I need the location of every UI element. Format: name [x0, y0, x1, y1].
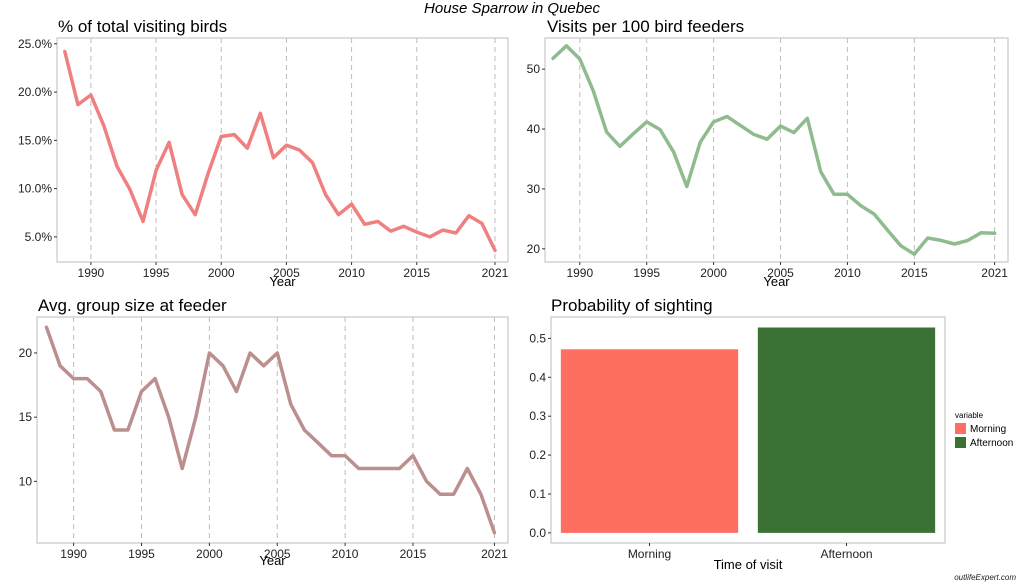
y-tick-label: 20 — [527, 242, 541, 256]
panel-border — [550, 316, 946, 544]
x-tick-label: 2000 — [208, 266, 235, 280]
x-tick-label: Morning — [628, 547, 671, 561]
panel-border — [36, 316, 509, 544]
y-tick-label: 20.0% — [18, 85, 52, 99]
legend-swatch-morning — [955, 423, 966, 434]
y-tick-label: 0.2 — [529, 448, 546, 462]
x-tick-label: 2005 — [767, 266, 794, 280]
y-tick-label: 50 — [527, 62, 541, 76]
panel-title-pct-visiting: % of total visiting birds — [58, 17, 228, 36]
y-tick-label: 30 — [527, 182, 541, 196]
y-tick-label: 0.5 — [529, 331, 546, 345]
x-axis-label: Year — [259, 553, 286, 568]
bar-afternoon — [757, 327, 936, 533]
legend-title: variable — [955, 411, 984, 420]
panel-title-visits-per-100: Visits per 100 bird feeders — [547, 17, 745, 36]
y-tick-label: 10.0% — [18, 182, 52, 196]
x-tick-label: 2021 — [482, 266, 509, 280]
y-tick-label: 40 — [527, 122, 541, 136]
x-tick-label: 2005 — [264, 547, 291, 561]
x-tick-label: 2005 — [273, 266, 300, 280]
panel-border — [56, 37, 509, 263]
x-tick-label: 2015 — [400, 547, 427, 561]
x-tick-label: 2021 — [481, 547, 508, 561]
figure-title: House Sparrow in Quebec — [424, 0, 600, 17]
legend-label-afternoon: Afternoon — [970, 438, 1013, 449]
x-tick-label: Afternoon — [820, 547, 872, 561]
legend-swatch-afternoon — [955, 437, 966, 448]
y-tick-label: 15 — [19, 410, 33, 424]
panel-title-probability: Probability of sighting — [551, 296, 713, 315]
bar-morning — [560, 349, 739, 533]
panel-title-group-size: Avg. group size at feeder — [38, 296, 227, 315]
x-tick-label: 2000 — [700, 266, 727, 280]
chart-probability: 0.0 0.1 0.2 0.3 0.4 0.5 Morning Afternoon Time o… — [529, 316, 1013, 572]
y-tick-label: 0.3 — [529, 409, 546, 423]
y-tick-label: 0.4 — [529, 370, 546, 384]
y-tick-label: 5.0% — [25, 230, 53, 244]
chart-visits-per-100: 1990 1995 2000 2005 2010 2015 2021 20 30 40 50 Year — [527, 37, 1009, 289]
chart-pct-visiting: 1990 1995 2000 2005 2010 2015 2021 5.0% 10.0% 15.… — [18, 37, 509, 289]
panel-border — [544, 37, 1009, 263]
x-axis-label: Year — [269, 274, 296, 289]
credit-text: outlifeExpert.com — [954, 573, 1016, 582]
x-tick-label: 1990 — [78, 266, 105, 280]
x-tick-label: 1990 — [566, 266, 593, 280]
x-tick-label: 1995 — [128, 547, 155, 561]
x-axis-label: Time of visit — [714, 557, 783, 572]
chart-group-size: 1990 1995 2000 2005 2010 2015 2021 10 15 20 Year — [19, 316, 509, 568]
x-tick-label: 2015 — [403, 266, 430, 280]
x-tick-label: 1995 — [633, 266, 660, 280]
x-tick-label: 2021 — [981, 266, 1008, 280]
x-tick-label: 2010 — [338, 266, 365, 280]
y-tick-label: 0.0 — [529, 526, 546, 540]
y-tick-label: 15.0% — [18, 133, 52, 147]
series-line — [551, 44, 997, 256]
x-tick-label: 1995 — [143, 266, 170, 280]
y-tick-label: 0.1 — [529, 487, 546, 501]
y-tick-label: 20 — [19, 346, 33, 360]
legend-label-morning: Morning — [970, 424, 1006, 435]
x-tick-label: 1990 — [60, 547, 87, 561]
series-line — [44, 325, 497, 535]
x-tick-label: 2015 — [901, 266, 928, 280]
y-tick-label: 25.0% — [18, 37, 52, 51]
x-tick-label: 2000 — [196, 547, 223, 561]
series-line — [63, 49, 497, 253]
x-tick-label: 2010 — [834, 266, 861, 280]
x-axis-label: Year — [763, 274, 790, 289]
x-tick-label: 2010 — [332, 547, 359, 561]
y-tick-label: 10 — [19, 474, 33, 488]
legend: variable Morning Afternoon — [955, 411, 1013, 449]
